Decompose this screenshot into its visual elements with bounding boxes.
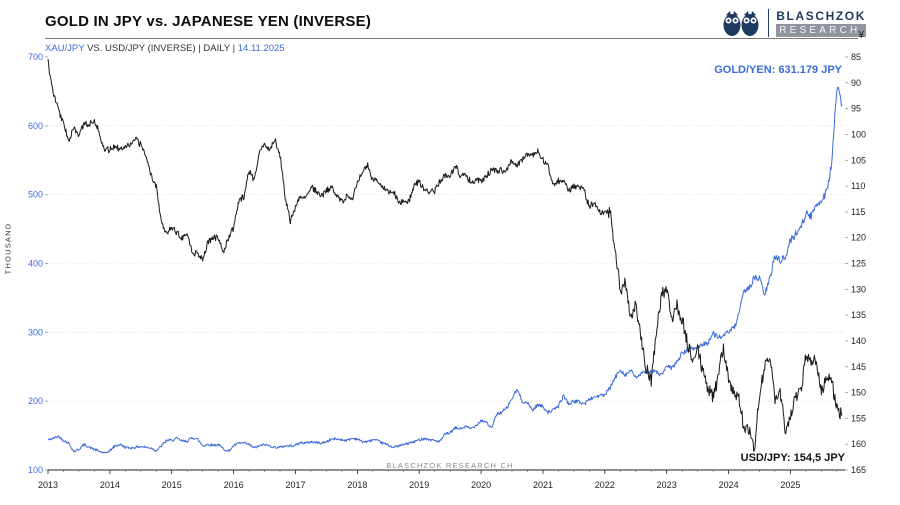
x-axis-year-label: 2020: [471, 480, 491, 490]
x-axis-year-label: 2013: [38, 480, 58, 490]
logo-text: BLASCHZOK RESEARCH: [776, 9, 866, 37]
left-axis-label: 200: [28, 396, 43, 406]
right-axis-label: 85: [851, 52, 861, 62]
logo-divider: [768, 9, 770, 37]
x-axis-year-label: 2016: [224, 480, 244, 490]
left-axis-label: 300: [28, 327, 43, 337]
right-axis-label: 95: [851, 104, 861, 114]
x-axis-year-label: 2022: [595, 480, 615, 490]
usd-jpy-line: [47, 59, 843, 452]
right-axis-label: 145: [851, 362, 866, 372]
watermark: BLASCHZOK RESEARCH CH: [386, 461, 514, 470]
left-axis-label: 100: [28, 465, 43, 475]
right-axis-label: 135: [851, 310, 866, 320]
right-axis-label: 160: [851, 439, 866, 449]
logo-subname: RESEARCH: [776, 24, 866, 37]
left-axis-label: 400: [28, 259, 43, 269]
left-axis-label: 500: [28, 190, 43, 200]
right-axis-label: 140: [851, 336, 866, 346]
x-axis-year-label: 2014: [100, 480, 120, 490]
right-axis-label: 120: [851, 233, 866, 243]
right-axis-label: 105: [851, 155, 866, 165]
x-axis-year-label: 2023: [657, 480, 677, 490]
left-axis-label: 700: [28, 52, 43, 62]
chart-title: GOLD IN JPY vs. JAPANESE YEN (INVERSE): [45, 13, 372, 30]
x-axis-year-label: 2024: [719, 480, 739, 490]
owl-logo-icon: [723, 11, 759, 36]
title-divider: [45, 38, 858, 39]
logo-name: BLASCHZOK: [776, 9, 866, 23]
right-axis-label: 165: [851, 465, 866, 475]
right-axis-label: 155: [851, 413, 866, 423]
gold-yen-value-label: GOLD/YEN: 631.179 JPY: [714, 64, 842, 76]
left-axis-unit: THOUSAND: [3, 222, 13, 275]
left-axis-label: 600: [28, 121, 43, 131]
right-axis-unit: ¥: [858, 30, 864, 41]
subtitle-description: VS. USD/JPY (INVERSE) | DAILY |: [84, 43, 238, 54]
xau-jpy-line: [47, 86, 843, 454]
right-axis-label: 115: [851, 207, 865, 217]
x-axis-year-label: 2019: [409, 480, 429, 490]
usd-jpy-value-label: USD/JPY: 154,5 JPY: [740, 452, 845, 464]
subtitle-date: 14.11.2025: [237, 43, 285, 54]
x-axis-year-label: 2021: [533, 480, 553, 490]
x-axis-year-label: 2018: [347, 480, 367, 490]
right-axis-label: 100: [851, 129, 866, 139]
x-axis-year-label: 2015: [162, 480, 182, 490]
right-axis-label: 125: [851, 259, 866, 269]
logo: BLASCHZOK RESEARCH: [721, 8, 866, 38]
x-axis-year-label: 2017: [285, 480, 305, 490]
right-axis-label: 90: [851, 78, 861, 88]
right-axis-label: 110: [851, 181, 865, 191]
x-axis-year-label: 2025: [780, 480, 800, 490]
subtitle-series-label: XAU/JPY: [45, 43, 85, 54]
chart-subtitle: XAU/JPY VS. USD/JPY (INVERSE) | DAILY | …: [45, 43, 285, 54]
right-axis-label: 130: [851, 284, 866, 294]
right-axis-label: 150: [851, 388, 866, 398]
